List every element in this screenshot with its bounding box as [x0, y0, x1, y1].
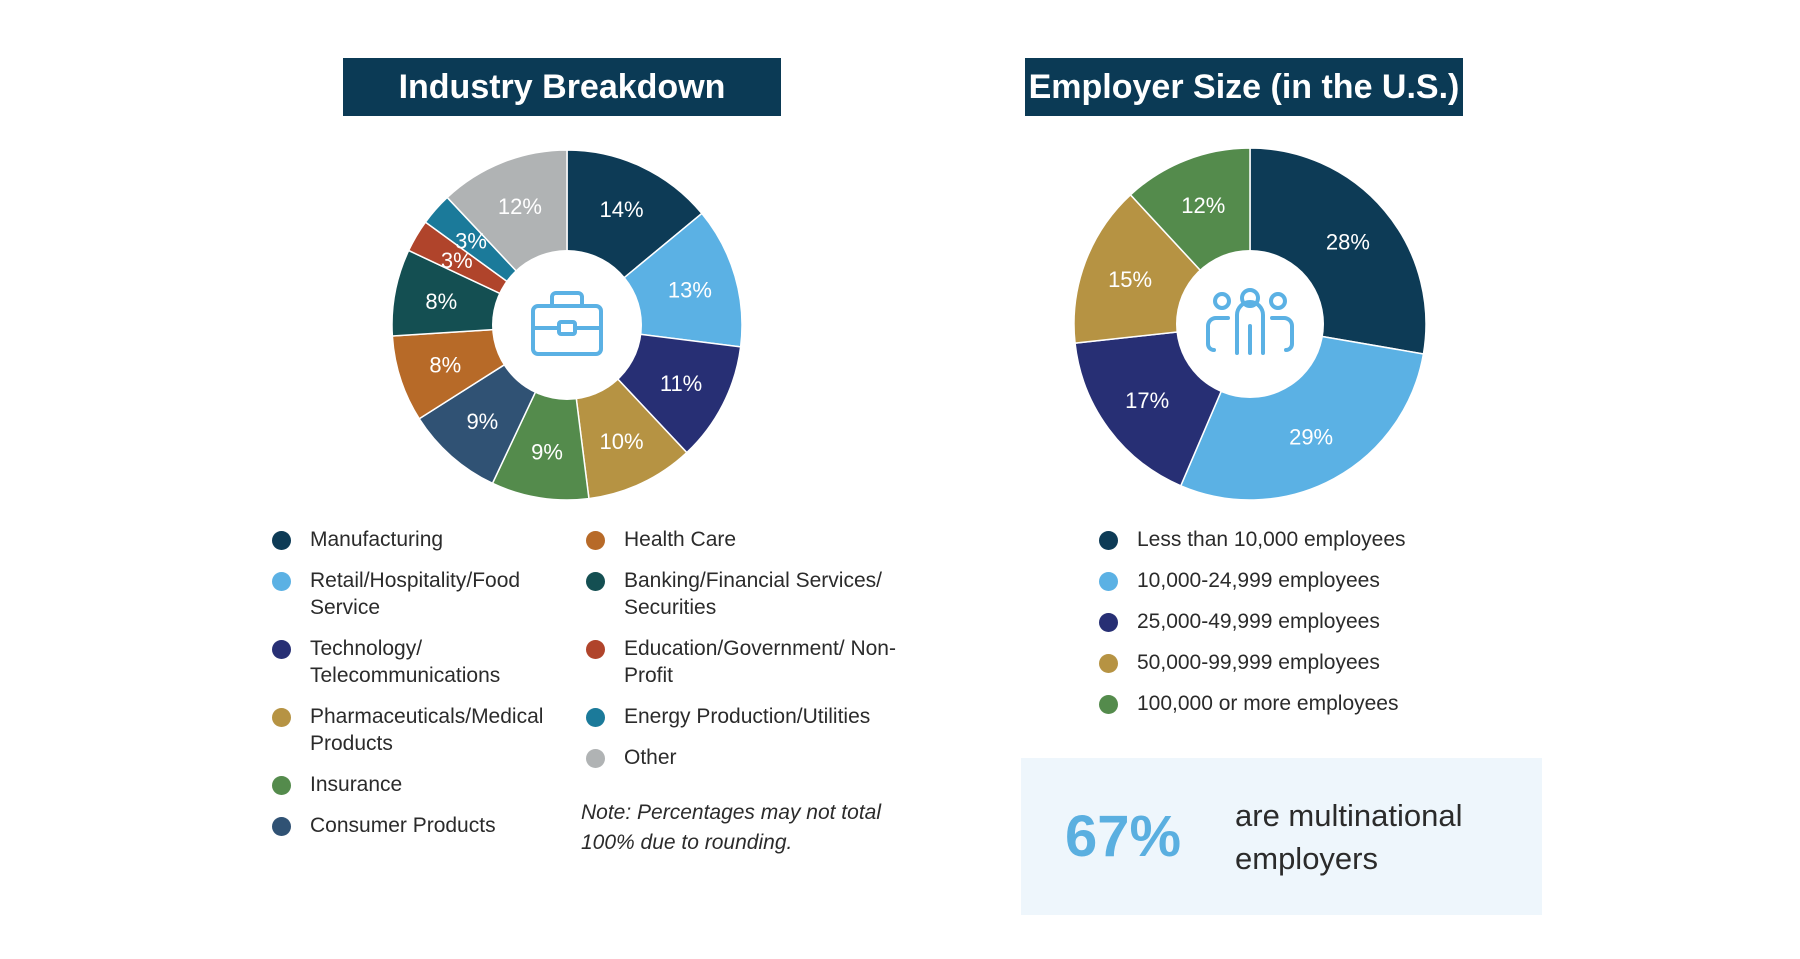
- legend-label: 100,000 or more employees: [1137, 692, 1399, 715]
- legend-dot: [272, 708, 291, 727]
- legend-label: Less than 10,000 employees: [1137, 528, 1406, 551]
- legend-label: Consumer Products: [310, 814, 496, 837]
- legend-dot: [1099, 613, 1118, 632]
- multinational-text: are multinational employers: [1235, 797, 1463, 876]
- legend-label: 10,000-24,999 employees: [1137, 569, 1380, 592]
- briefcase-icon: [531, 291, 603, 356]
- legend-item-technology: Technology/ Telecommunications: [272, 635, 567, 703]
- pie-slice-label-5: 9%: [466, 409, 498, 434]
- legend-label: Pharmaceuticals/Medical Products: [310, 705, 544, 755]
- legend-item-manufacturing: Manufacturing: [272, 526, 567, 567]
- legend-dot: [1099, 654, 1118, 673]
- legend-item-50000-99999: 50,000-99,999 employees: [1099, 649, 1519, 690]
- legend-dot: [272, 572, 291, 591]
- legend-label: Manufacturing: [310, 528, 444, 551]
- pie-slice-label-1: 29%: [1289, 424, 1333, 449]
- legend-dot: [272, 817, 291, 836]
- legend-item-consumer-products: Consumer Products: [272, 812, 567, 853]
- pie-slice-label-4: 9%: [531, 439, 563, 464]
- legend-label: 50,000-99,999 employees: [1137, 651, 1380, 674]
- legend-dot: [586, 531, 605, 550]
- rounding-note: Note: Percentages may not total 100% due…: [581, 801, 881, 854]
- pie-slice-label-4: 12%: [1181, 193, 1225, 218]
- legend-dot: [1099, 531, 1118, 550]
- legend-item-other: Other: [586, 744, 916, 785]
- legend-label: Other: [624, 746, 677, 769]
- pie-slice-label-2: 17%: [1125, 388, 1169, 413]
- employer-size-chart-title: Employer Size (in the U.S.): [1025, 58, 1463, 116]
- legend-item-retail: Retail/Hospitality/Food Service: [272, 567, 567, 635]
- employer-size-legend: Less than 10,000 employees 10,000-24,999…: [1099, 526, 1519, 731]
- employer-size-pie-chart: 28% 29% 17% 15% 12%: [1074, 148, 1426, 500]
- industry-legend-left: Manufacturing Retail/Hospitality/Food Se…: [272, 526, 567, 853]
- legend-item-10000-24999: 10,000-24,999 employees: [1099, 567, 1519, 608]
- multinational-callout: 67% are multinational employers: [1021, 758, 1542, 915]
- legend-label: 25,000-49,999 employees: [1137, 610, 1380, 633]
- legend-item-100000-plus: 100,000 or more employees: [1099, 690, 1519, 731]
- legend-label: Retail/Hospitality/Food Service: [310, 569, 521, 619]
- pie-slice-label-9: 3%: [455, 228, 487, 253]
- legend-dot: [1099, 695, 1118, 714]
- pie-slice-label-2: 11%: [660, 371, 702, 396]
- legend-item-25000-49999: 25,000-49,999 employees: [1099, 608, 1519, 649]
- people-group-icon: [1206, 288, 1294, 355]
- legend-item-health-care: Health Care: [586, 526, 916, 567]
- pie-slice-label-1: 13%: [668, 277, 712, 302]
- legend-dot: [586, 572, 605, 591]
- industry-legend-right: Health Care Banking/Financial Services/ …: [586, 526, 916, 785]
- legend-item-insurance: Insurance: [272, 771, 567, 812]
- legend-dot: [1099, 572, 1118, 591]
- legend-dot: [586, 749, 605, 768]
- industry-pie-chart: 14% 13% 11% 10% 9% 9% 8% 8% 3%3% 12%: [392, 150, 742, 500]
- industry-chart-title: Industry Breakdown: [343, 58, 781, 116]
- legend-item-education: Education/Government/ Non-Profit: [586, 635, 916, 703]
- multinational-percent: 67%: [1065, 804, 1182, 869]
- legend-label: Insurance: [310, 773, 403, 796]
- pie-slice-label-0: 28%: [1326, 230, 1370, 255]
- pie-slice-label-8: 3%: [441, 248, 473, 273]
- pie-slice-label-3: 10%: [599, 429, 643, 454]
- legend-dot: [586, 640, 605, 659]
- legend-dot: [272, 640, 291, 659]
- legend-item-banking: Banking/Financial Services/ Securities: [586, 567, 916, 635]
- pie-slice-label-7: 8%: [425, 289, 457, 314]
- legend-label: Banking/Financial Services/ Securities: [624, 569, 882, 619]
- pie-slice-label-6: 8%: [429, 353, 461, 378]
- legend-label: Technology/ Telecommunications: [310, 637, 501, 687]
- pie-slice-label-3: 15%: [1108, 267, 1152, 292]
- pie-slice-label-0: 14%: [599, 197, 643, 222]
- pie-slice-label-10: 12%: [498, 194, 542, 219]
- legend-dot: [272, 776, 291, 795]
- legend-item-energy: Energy Production/Utilities: [586, 703, 916, 744]
- legend-dot: [272, 531, 291, 550]
- legend-item-pharmaceuticals: Pharmaceuticals/Medical Products: [272, 703, 567, 771]
- legend-item-less-than-10000: Less than 10,000 employees: [1099, 526, 1519, 567]
- legend-dot: [586, 708, 605, 727]
- legend-label: Health Care: [624, 528, 737, 551]
- legend-label: Education/Government/ Non-Profit: [624, 637, 896, 687]
- legend-label: Energy Production/Utilities: [624, 705, 871, 728]
